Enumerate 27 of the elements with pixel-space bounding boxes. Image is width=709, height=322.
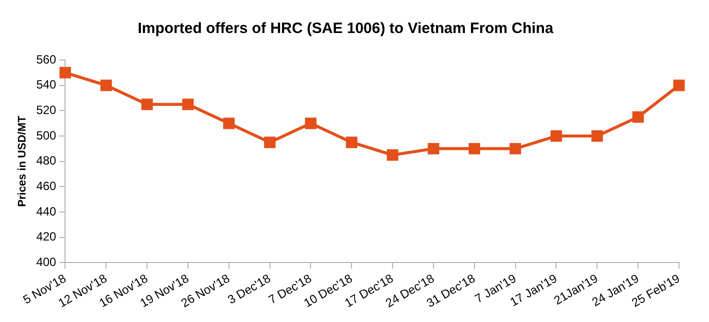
point	[550, 130, 562, 142]
point	[591, 130, 603, 142]
chart-title: Imported offers of HRC (SAE 1006) to Vietnam From China	[138, 20, 554, 38]
y-tick-label: 420	[36, 230, 57, 244]
y-tick-label: 440	[36, 204, 57, 218]
y-tick-label: 520	[36, 102, 57, 117]
point	[468, 142, 480, 154]
point	[182, 98, 194, 110]
y-tick-label: 480	[36, 154, 57, 168]
point	[346, 136, 358, 148]
point	[264, 136, 276, 148]
point	[304, 118, 316, 130]
point	[386, 149, 398, 161]
point	[59, 66, 71, 78]
point	[223, 118, 235, 130]
y-tick-label: 560	[36, 52, 57, 66]
y-tick-label: 500	[36, 128, 57, 142]
y-tick-label: 400	[36, 255, 57, 270]
point	[428, 142, 440, 154]
point	[632, 111, 644, 123]
y-tick-label: 460	[36, 179, 57, 193]
point	[510, 142, 522, 154]
y-axis-title: Prices in USD/MT	[16, 116, 29, 207]
point	[141, 98, 153, 110]
point	[673, 80, 685, 92]
y-tick-label: 540	[36, 78, 57, 92]
point	[100, 80, 112, 92]
